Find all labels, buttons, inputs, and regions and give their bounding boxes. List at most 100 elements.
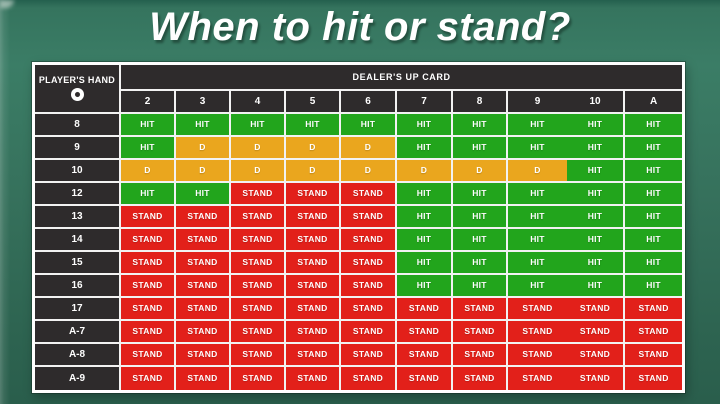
action-cell-8-2: HIT [121,114,176,137]
action-cell-12-10: HIT [567,183,625,206]
action-cell-13-3: STAND [176,206,231,229]
action-cell-17-A: STAND [625,298,683,321]
action-cell-A-7-8: STAND [453,321,508,344]
action-cell-13-2: STAND [121,206,176,229]
row-label-14: 14 [35,229,121,252]
action-cell-A-8-3: STAND [176,344,231,367]
action-cell-9-4: D [231,137,286,160]
action-cell-15-6: STAND [341,252,397,275]
action-cell-13-10: HIT [567,206,625,229]
action-cell-9-8: HIT [453,137,508,160]
action-cell-9-5: D [286,137,341,160]
action-cell-8-9: HIT [508,114,567,137]
action-cell-17-2: STAND [121,298,176,321]
action-cell-12-A: HIT [625,183,683,206]
corner-glare [0,0,14,8]
action-cell-13-6: STAND [341,206,397,229]
action-cell-14-8: HIT [453,229,508,252]
action-cell-8-10: HIT [567,114,625,137]
action-cell-12-4: STAND [231,183,286,206]
action-cell-8-3: HIT [176,114,231,137]
table-row-8: 8 HIT HIT HIT HIT HIT HIT HIT HIT HIT HIT [35,114,683,137]
action-cell-14-9: HIT [508,229,567,252]
action-cell-A-7-6: STAND [341,321,397,344]
action-cell-14-A: HIT [625,229,683,252]
action-cell-10-7: D [397,160,453,183]
action-cell-9-9: HIT [508,137,567,160]
action-cell-16-10: HIT [567,275,625,298]
action-cell-16-9: HIT [508,275,567,298]
action-cell-9-7: HIT [397,137,453,160]
action-cell-17-7: STAND [397,298,453,321]
action-cell-A-8-A: STAND [625,344,683,367]
action-cell-8-7: HIT [397,114,453,137]
action-cell-14-7: HIT [397,229,453,252]
strategy-table-body: 8 HIT HIT HIT HIT HIT HIT HIT HIT HIT HIT 9 HIT D D D D H… [35,114,683,390]
action-cell-A-9-A: STAND [625,367,683,390]
action-cell-10-9: D [508,160,567,183]
action-cell-9-3: D [176,137,231,160]
action-cell-12-8: HIT [453,183,508,206]
action-cell-A-8-6: STAND [341,344,397,367]
action-cell-8-8: HIT [453,114,508,137]
row-label-15: 15 [35,252,121,275]
action-cell-13-A: HIT [625,206,683,229]
col-header-5: 5 [286,91,341,114]
row-label-A-9: A-9 [35,367,121,390]
row-label-9: 9 [35,137,121,160]
action-cell-A-7-5: STAND [286,321,341,344]
action-cell-16-2: STAND [121,275,176,298]
action-cell-A-7-2: STAND [121,321,176,344]
action-cell-A-9-9: STAND [508,367,567,390]
action-cell-12-7: HIT [397,183,453,206]
table-row-17: 17 STAND STAND STAND STAND STAND STAND STAND STA… [35,298,683,321]
table-row-15: 15 STAND STAND STAND STAND STAND HIT HIT HIT HIT H… [35,252,683,275]
action-cell-13-7: HIT [397,206,453,229]
action-cell-16-4: STAND [231,275,286,298]
action-cell-A-7-4: STAND [231,321,286,344]
row-label-13: 13 [35,206,121,229]
table-row-9: 9 HIT D D D D HIT HIT HIT HIT HIT [35,137,683,160]
action-cell-A-9-4: STAND [231,367,286,390]
action-cell-A-9-7: STAND [397,367,453,390]
action-cell-16-8: HIT [453,275,508,298]
action-cell-17-8: STAND [453,298,508,321]
action-cell-A-7-9: STAND [508,321,567,344]
action-cell-9-2: HIT [121,137,176,160]
action-cell-14-10: HIT [567,229,625,252]
action-cell-A-7-3: STAND [176,321,231,344]
action-cell-8-4: HIT [231,114,286,137]
col-header-6: 6 [341,91,397,114]
action-cell-17-5: STAND [286,298,341,321]
action-cell-17-10: STAND [567,298,625,321]
row-label-A-8: A-8 [35,344,121,367]
table-row-10: 10 D D D D D D D D HIT HIT [35,160,683,183]
row-label-10: 10 [35,160,121,183]
action-cell-9-6: D [341,137,397,160]
action-cell-14-3: STAND [176,229,231,252]
action-cell-A-8-7: STAND [397,344,453,367]
action-cell-A-9-8: STAND [453,367,508,390]
action-cell-10-4: D [231,160,286,183]
table-row-A-7: A-7 STAND STAND STAND STAND STAND STAND STAND ST… [35,321,683,344]
action-cell-A-9-5: STAND [286,367,341,390]
action-cell-13-9: HIT [508,206,567,229]
dealer-card-number-row: 2 3 4 5 6 7 8 9 10 A [35,91,683,114]
page-title: When to hit or stand? [149,5,571,49]
action-cell-A-8-4: STAND [231,344,286,367]
action-cell-17-9: STAND [508,298,567,321]
action-cell-9-A: HIT [625,137,683,160]
action-cell-14-6: STAND [341,229,397,252]
action-cell-15-4: STAND [231,252,286,275]
action-cell-A-9-6: STAND [341,367,397,390]
action-cell-A-8-2: STAND [121,344,176,367]
action-cell-10-A: HIT [625,160,683,183]
action-cell-16-6: STAND [341,275,397,298]
action-cell-13-8: HIT [453,206,508,229]
table-row-14: 14 STAND STAND STAND STAND STAND HIT HIT HIT HIT H… [35,229,683,252]
action-cell-10-2: D [121,160,176,183]
action-cell-12-6: STAND [341,183,397,206]
